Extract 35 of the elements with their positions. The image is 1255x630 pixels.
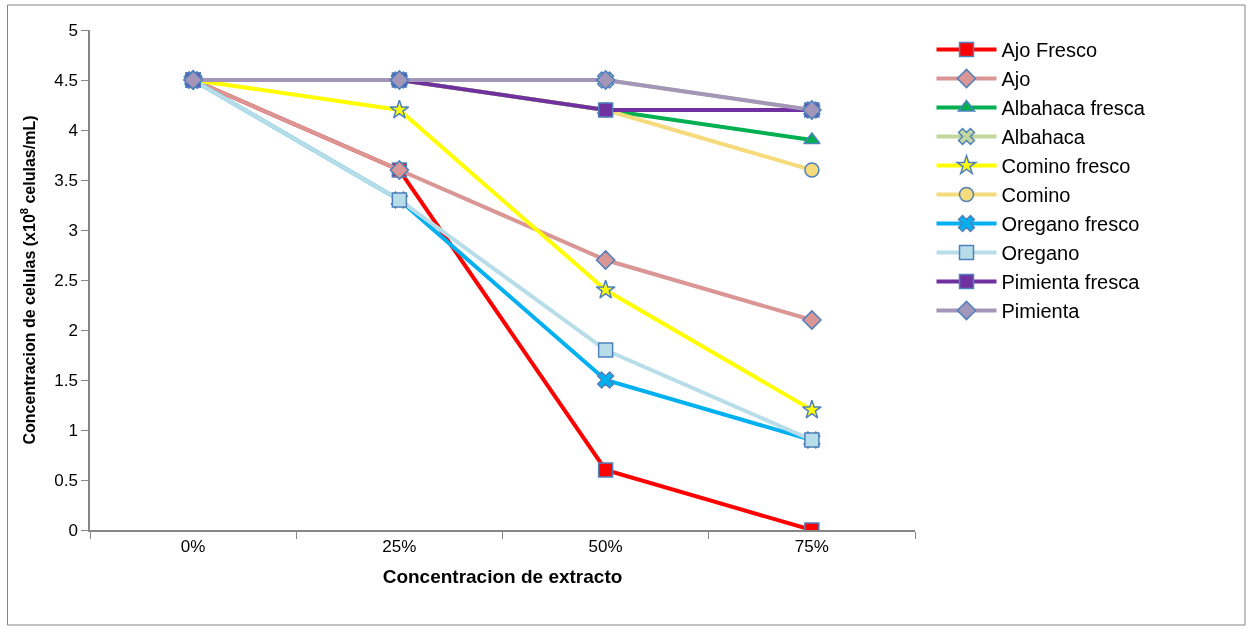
y-tick-label: 2.5 (54, 270, 78, 290)
legend-label: Oregano fresco (1001, 213, 1140, 236)
legend-label: Oregano (1001, 242, 1080, 265)
legend-label: Albahaca (1001, 126, 1086, 149)
point (389, 99, 410, 119)
point (597, 342, 614, 358)
y-tick-label: 1 (68, 420, 78, 440)
y-tick-label: 3.5 (54, 170, 78, 190)
y-tick-label: 1.5 (54, 370, 78, 390)
y-tick-label: 4.5 (54, 70, 78, 90)
legend-label: Ajo Fresco (1001, 39, 1098, 62)
legend-label: Comino (1001, 184, 1071, 207)
legend-label: Pimienta fresca (1001, 271, 1141, 294)
point (595, 279, 616, 299)
x-tick-label: 25% (382, 537, 417, 557)
y-tick-label: 2 (68, 320, 78, 340)
y-tick-label: 5 (68, 20, 78, 40)
legend-label: Comino fresco (1001, 155, 1131, 178)
x-axis-title: Concentracion de extracto (382, 566, 623, 588)
legend-label: Albahaca fresca (1001, 97, 1146, 120)
legend-label: Pimienta (1001, 300, 1081, 323)
y-tick-label: 4 (68, 120, 78, 140)
x-tick-label: 0% (180, 537, 206, 557)
legend-label: Ajo (1001, 68, 1031, 91)
y-tick-label: 0 (68, 520, 78, 540)
y-tick-label: 0.5 (54, 470, 78, 490)
point (597, 462, 614, 478)
x-tick-label: 75% (794, 537, 829, 557)
point (804, 162, 820, 178)
point (802, 310, 822, 330)
point (801, 399, 822, 419)
y-tick-label: 3 (68, 220, 78, 240)
point (596, 371, 615, 389)
point (595, 250, 616, 270)
x-tick-label: 50% (588, 537, 623, 557)
